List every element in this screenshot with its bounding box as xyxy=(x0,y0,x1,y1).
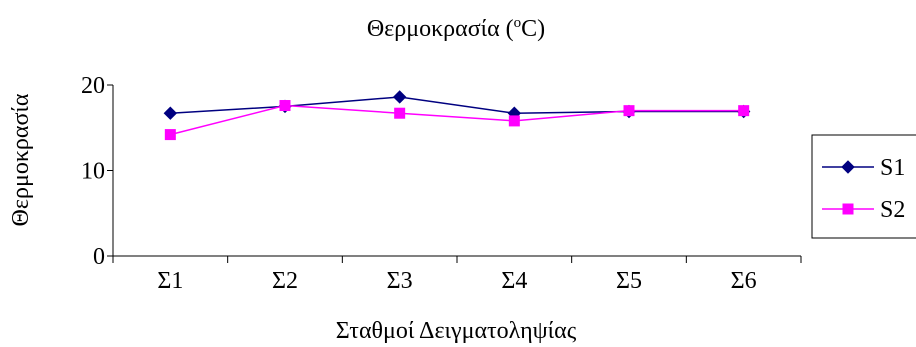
x-tick-label: Σ1 xyxy=(157,268,183,294)
x-axis-title: Σταθμοί Δειγματοληψίας xyxy=(336,318,577,344)
series-s2 xyxy=(164,100,750,141)
data-point-s2 xyxy=(164,129,176,141)
data-point-s2 xyxy=(508,115,520,127)
legend-label: S2 xyxy=(880,197,905,223)
legend-marker xyxy=(841,160,855,174)
data-point-s1 xyxy=(163,106,178,120)
x-tick-label: Σ5 xyxy=(616,268,642,294)
legend-label: S1 xyxy=(880,155,905,181)
series-line-s1 xyxy=(170,96,744,114)
series-layer xyxy=(163,90,751,141)
legend: S1 S2 xyxy=(811,134,916,239)
x-tick-label: Σ6 xyxy=(731,268,757,294)
y-tick-label: 10 xyxy=(81,159,105,185)
data-point-s2 xyxy=(279,100,291,112)
data-point-s2 xyxy=(738,105,750,117)
chart-title: Θερμοκρασία (oC) xyxy=(367,15,545,42)
series-line-s2 xyxy=(170,104,744,136)
data-point-s2 xyxy=(623,105,635,117)
x-tick-label: Σ2 xyxy=(272,268,298,294)
x-tick-label: Σ3 xyxy=(387,268,413,294)
legend-marker xyxy=(842,203,854,215)
y-axis-title: Θερμοκρασία xyxy=(8,93,34,226)
data-point-s1 xyxy=(392,90,407,104)
legend-box xyxy=(811,134,916,239)
data-point-s2 xyxy=(394,107,406,119)
legend-item-s1: S1 xyxy=(822,155,905,181)
x-tick-label: Σ4 xyxy=(501,268,527,294)
y-tick-label: 20 xyxy=(81,73,105,99)
y-tick-label: 0 xyxy=(93,244,105,270)
legend-item-s2: S2 xyxy=(822,197,905,223)
axes: 0 10 20 Σ1 Σ2 Σ3 Σ4 Σ5 Σ6 xyxy=(81,73,802,294)
series-s1 xyxy=(163,90,751,120)
